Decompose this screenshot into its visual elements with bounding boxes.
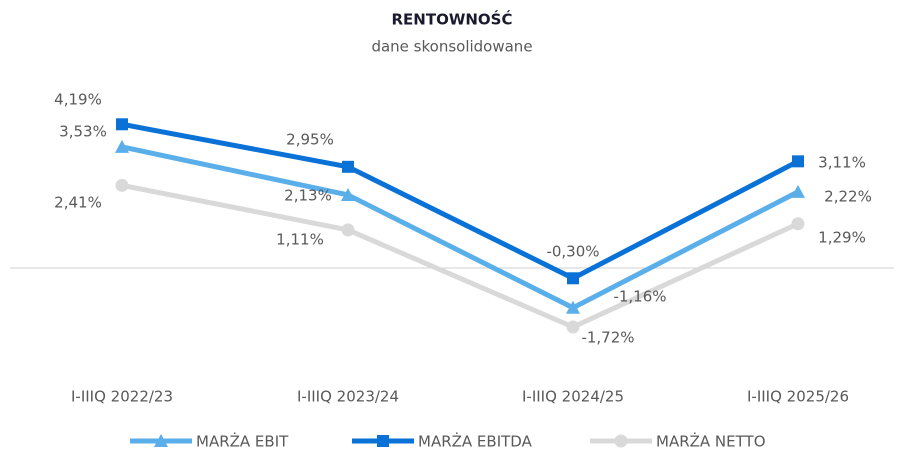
line bbox=[121, 121, 800, 281]
x-tick-label: I-IIIQ 2024/25 bbox=[522, 388, 624, 406]
data-label: 2,41% bbox=[54, 194, 102, 212]
data-label: 2,22% bbox=[824, 188, 872, 206]
line bbox=[121, 144, 800, 311]
marker bbox=[115, 178, 129, 192]
marker bbox=[566, 320, 580, 334]
x-tick-label: I-IIIQ 2023/24 bbox=[297, 388, 399, 406]
marker bbox=[566, 300, 580, 314]
data-label: 1,11% bbox=[276, 231, 324, 249]
marker bbox=[791, 184, 805, 198]
marker bbox=[342, 160, 354, 173]
legend-label: MARŻA EBIT bbox=[196, 432, 289, 451]
marker bbox=[791, 217, 805, 231]
line bbox=[121, 182, 800, 330]
data-label: 1,29% bbox=[818, 229, 866, 247]
marker bbox=[341, 223, 355, 237]
legend-label: MARŻA NETTO bbox=[656, 432, 766, 451]
legend-label: MARŻA EBITDA bbox=[418, 432, 533, 451]
marker bbox=[377, 435, 389, 447]
marker bbox=[154, 434, 168, 447]
x-tick-label: I-IIIQ 2022/23 bbox=[71, 388, 173, 406]
marker bbox=[115, 139, 129, 153]
data-label: -1,16% bbox=[613, 288, 666, 306]
data-label: 3,11% bbox=[818, 154, 866, 172]
chart-title: RENTOWNOŚĆ bbox=[392, 10, 513, 29]
data-label: -1,72% bbox=[581, 329, 634, 347]
data-label: 2,95% bbox=[286, 131, 334, 149]
x-tick-label: I-IIIQ 2025/26 bbox=[747, 388, 849, 406]
data-label: 3,53% bbox=[59, 123, 107, 141]
data-label: 2,13% bbox=[284, 187, 332, 205]
marker bbox=[567, 272, 579, 285]
marker bbox=[614, 434, 628, 448]
data-label: 4,19% bbox=[54, 91, 102, 109]
marker bbox=[116, 118, 128, 131]
marker bbox=[792, 155, 804, 168]
data-label: -0,30% bbox=[546, 243, 599, 261]
chart-subtitle: dane skonsolidowane bbox=[371, 38, 532, 56]
marker bbox=[341, 187, 355, 201]
